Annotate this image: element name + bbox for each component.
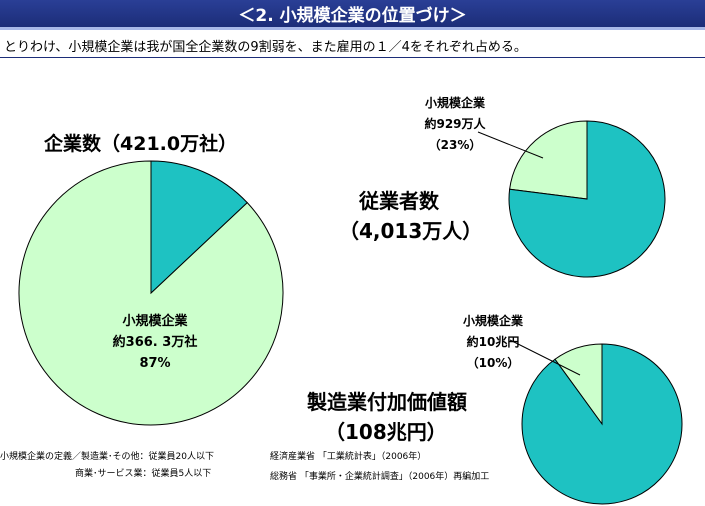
page-subtitle: とりわけ、小規模企業は我が国全企業数の9割弱を、また雇用の１／4をそれぞれ占める…: [4, 40, 527, 55]
page-header: ＜2. 小規模企業の位置づけ＞: [0, 0, 705, 30]
value-added-label-line-3: （10%）: [466, 356, 520, 370]
source-note-1: 経済産業省 「工業統計表」（2006年）: [270, 452, 427, 462]
firms-label-line-3: 87%: [139, 356, 171, 371]
divider: [0, 57, 705, 58]
pie-employees-other-slice: [508, 120, 666, 278]
employees-slice-label: 小規模企業 約929万人 （23%）: [400, 93, 510, 156]
employees-chart-title-2: （4,013万人）: [339, 219, 483, 243]
leader-line-employees: [477, 131, 544, 159]
definition-note-2: 商業･サービス業：従業員5人以下: [75, 469, 212, 479]
firms-label-line-2: 約366. 3万社: [112, 335, 198, 350]
firms-label-line-1: 小規模企業: [122, 314, 188, 329]
leader-line-value-added: [509, 339, 581, 376]
value-added-slice-label: 小規模企業 約10兆円 （10%）: [438, 311, 548, 374]
pie-employees-small-slice: [509, 120, 588, 200]
employees-label-line-1: 小規模企業: [424, 96, 485, 110]
value-added-label-line-1: 小規模企業: [462, 314, 523, 328]
value-added-chart-title-2: （108兆円）: [325, 420, 447, 444]
employees-label-line-2: 約929万人: [424, 117, 486, 131]
definition-note-1: 小規模企業の定義／製造業･その他：従業員20人以下: [0, 452, 214, 462]
pie-firms-other-slice: [150, 160, 248, 295]
pie-value-added-other-slice: [521, 343, 683, 505]
firms-slice-label: 小規模企業 約366. 3万社 87%: [90, 311, 220, 374]
firms-chart-title: 企業数（421.0万社）: [44, 133, 238, 155]
employees-label-line-3: （23%）: [428, 138, 482, 152]
employees-chart-title-1: 従業者数: [359, 189, 439, 213]
value-added-label-line-2: 約10兆円: [466, 335, 520, 349]
value-added-chart-title-1: 製造業付加価値額: [307, 390, 467, 414]
page-title: ＜2. 小規模企業の位置づけ＞: [238, 6, 467, 26]
source-note-2: 総務省 「事業所・企業統計調査」（2006年）再編加工: [270, 472, 490, 482]
